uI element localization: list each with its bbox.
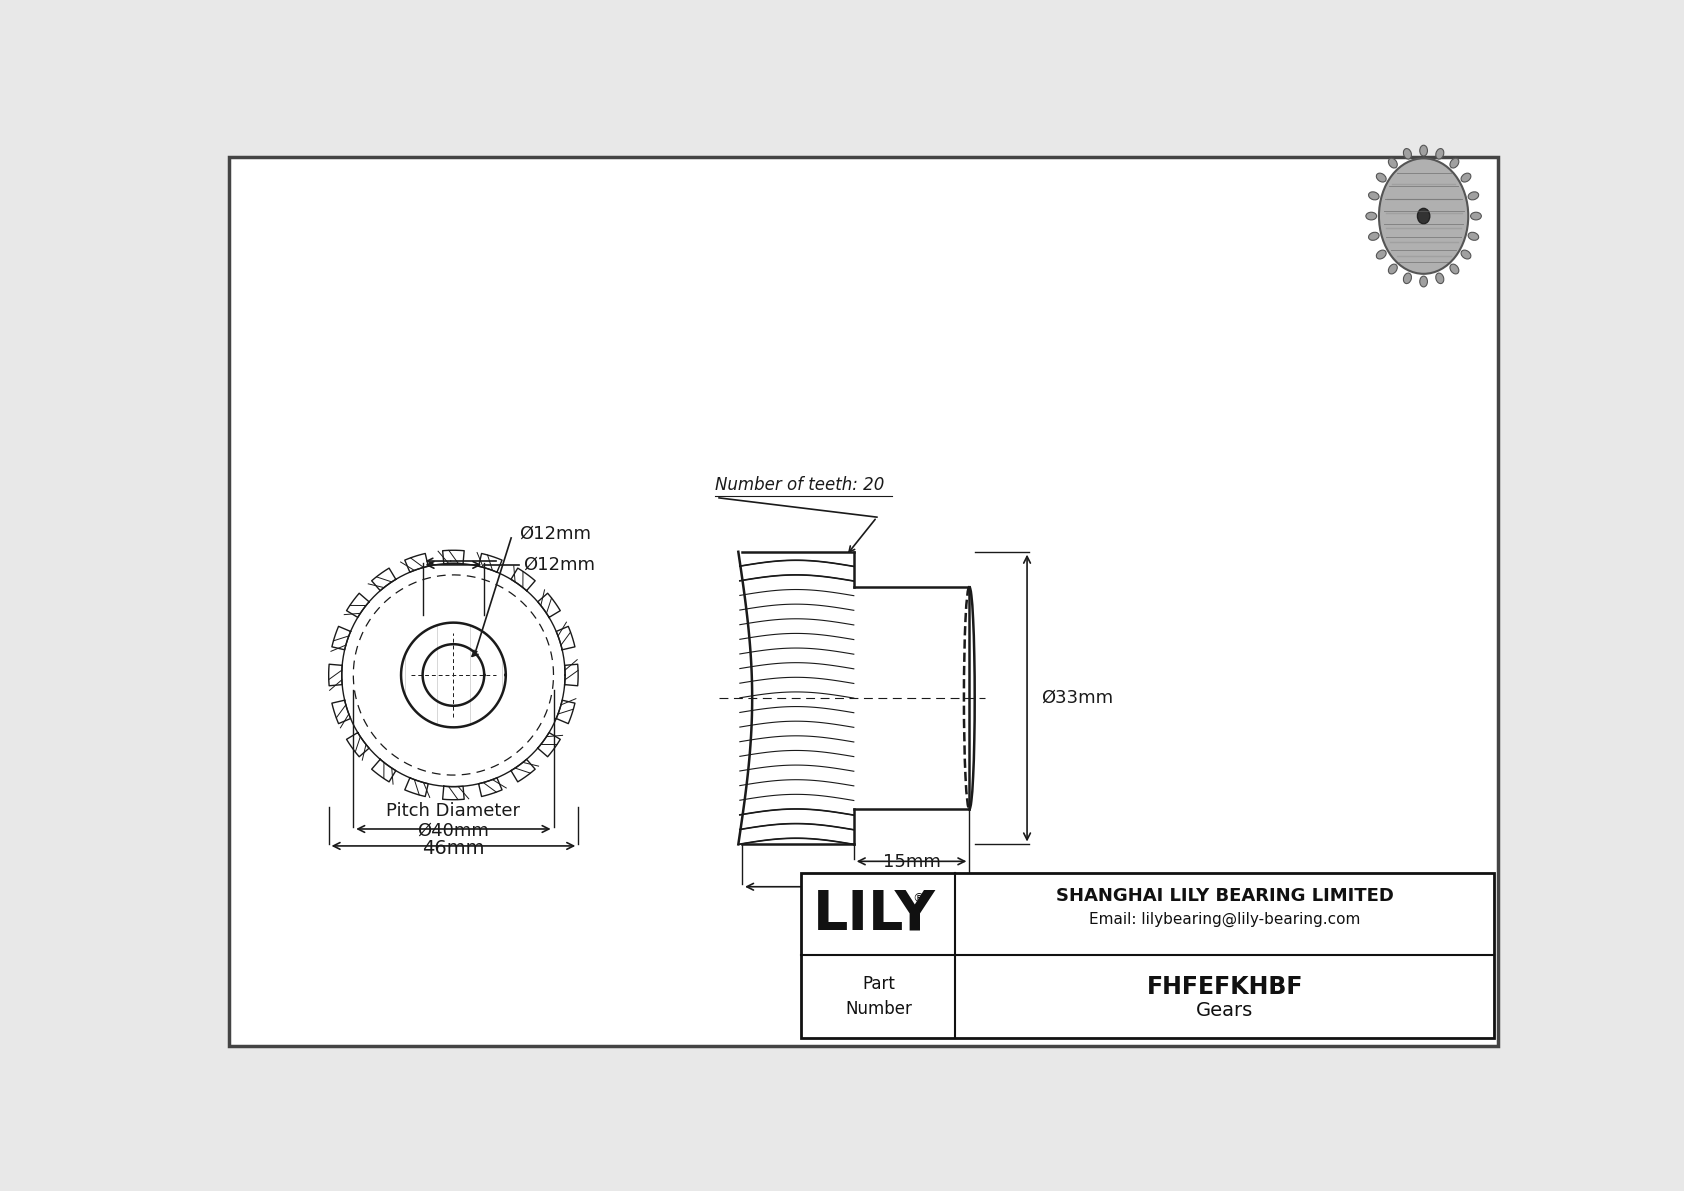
Text: SHANGHAI LILY BEARING LIMITED: SHANGHAI LILY BEARING LIMITED	[1056, 887, 1394, 905]
Text: Ø12mm: Ø12mm	[519, 525, 591, 543]
Text: Part
Number: Part Number	[845, 975, 913, 1018]
Ellipse shape	[1376, 173, 1386, 182]
Ellipse shape	[1369, 232, 1379, 241]
Ellipse shape	[1403, 149, 1411, 160]
Text: Ø33mm: Ø33mm	[1041, 690, 1113, 707]
Ellipse shape	[1376, 250, 1386, 258]
Text: Pitch Diameter: Pitch Diameter	[386, 802, 520, 819]
Ellipse shape	[1468, 232, 1479, 241]
Ellipse shape	[1436, 273, 1443, 283]
Ellipse shape	[1420, 145, 1428, 156]
Ellipse shape	[1403, 273, 1411, 283]
Text: Number of teeth: 20: Number of teeth: 20	[716, 476, 884, 494]
Ellipse shape	[1388, 158, 1398, 168]
Ellipse shape	[1366, 212, 1376, 220]
Text: 46mm: 46mm	[423, 840, 485, 859]
Bar	[802, 873, 1494, 1037]
Text: Ø40mm: Ø40mm	[418, 822, 490, 840]
Ellipse shape	[1470, 212, 1482, 220]
Ellipse shape	[1468, 192, 1479, 200]
Text: FHFEFKHBF: FHFEFKHBF	[1147, 975, 1303, 999]
Text: Gears: Gears	[1196, 1000, 1253, 1019]
Text: ®: ®	[913, 892, 925, 905]
Text: Ø12mm: Ø12mm	[522, 556, 594, 574]
Ellipse shape	[1388, 264, 1398, 274]
Ellipse shape	[1379, 158, 1468, 274]
Ellipse shape	[1436, 149, 1443, 160]
Ellipse shape	[1418, 208, 1430, 224]
Ellipse shape	[1450, 158, 1458, 168]
Ellipse shape	[1369, 192, 1379, 200]
Ellipse shape	[1420, 276, 1428, 287]
Ellipse shape	[1462, 173, 1470, 182]
Text: LILY: LILY	[813, 887, 936, 941]
Ellipse shape	[1450, 264, 1458, 274]
Text: 33mm: 33mm	[822, 879, 886, 898]
Ellipse shape	[1462, 250, 1470, 258]
Text: Email: lilybearing@lily-bearing.com: Email: lilybearing@lily-bearing.com	[1090, 911, 1361, 927]
Text: 15mm: 15mm	[882, 853, 940, 872]
